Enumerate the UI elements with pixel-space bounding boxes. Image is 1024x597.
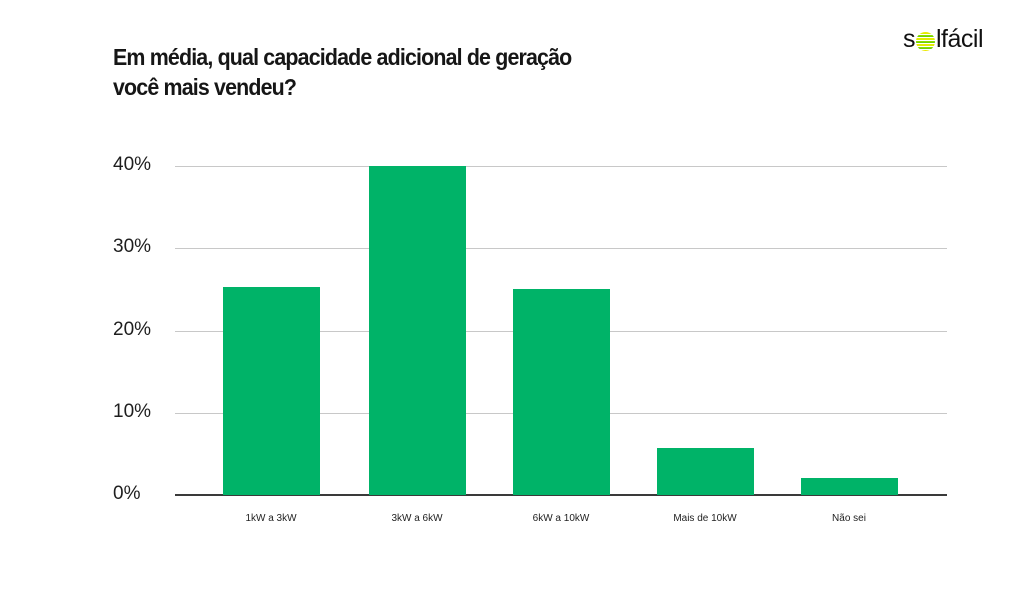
x-tick-label: Mais de 10kW <box>673 513 737 524</box>
y-tick-label: 0% <box>113 482 141 504</box>
x-tick-label: Não sei <box>832 513 866 524</box>
bar <box>223 286 320 495</box>
y-tick-label: 20% <box>113 318 152 340</box>
logo-prefix: s <box>903 24 916 53</box>
x-tick-label: 6kW a 10kW <box>532 513 590 524</box>
x-tick-label: 1kW a 3kW <box>245 513 297 524</box>
solfacil-logo: s lfácil <box>903 24 984 54</box>
bar <box>657 448 754 495</box>
bar <box>513 289 610 495</box>
chart-title-line-2: você mais vendeu? <box>113 74 297 100</box>
sun-stripes-icon <box>916 31 935 51</box>
bar <box>801 477 898 495</box>
y-tick-label: 30% <box>113 236 152 258</box>
chart-title: Em média, qual capacidade adicional de g… <box>113 42 671 102</box>
x-axis-baseline <box>175 494 947 496</box>
y-tick-label: 10% <box>113 400 152 422</box>
logo-suffix: lfácil <box>936 24 984 53</box>
y-tick-label: 40% <box>113 153 152 175</box>
plot-area <box>175 166 947 496</box>
gridline <box>175 166 947 167</box>
bar <box>369 166 466 495</box>
gridline <box>175 248 947 250</box>
chart-title-line-1: Em média, qual capacidade adicional de g… <box>113 44 572 70</box>
x-tick-label: 3kW a 6kW <box>391 513 443 524</box>
